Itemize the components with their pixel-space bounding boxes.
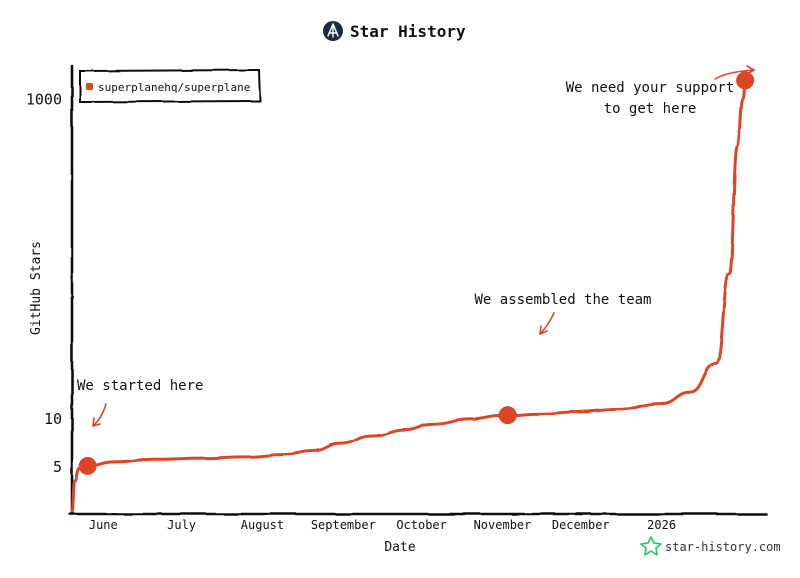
x-tick-labels: June July August September October November De…	[89, 518, 676, 532]
x-tick-label: 2026	[647, 518, 676, 532]
chart-header: Star History	[323, 21, 466, 41]
x-axis-label: Date	[384, 540, 415, 555]
y-tick-labels: 5 10 1000	[26, 91, 62, 476]
annotation-point	[78, 456, 97, 475]
annotation-text: to get here	[604, 101, 697, 117]
annotation-arrowhead	[539, 325, 548, 335]
annotation-arrow	[92, 403, 107, 427]
x-tick-label: October	[396, 518, 447, 532]
legend-swatch	[86, 83, 93, 90]
series-layer	[70, 78, 747, 513]
series-line	[70, 78, 747, 513]
annotation-text: We assembled the team	[474, 292, 651, 308]
annotation: We need your support to get here	[566, 65, 755, 117]
star-icon	[640, 536, 662, 556]
annotation-arrow	[714, 69, 755, 80]
footer-brand[interactable]: star-history.com	[640, 536, 781, 556]
x-tick-label: November	[474, 518, 532, 532]
y-axis-label: GitHub Stars	[29, 241, 44, 335]
y-tick-label: 10	[44, 410, 62, 428]
annotation: We started here	[77, 378, 203, 475]
y-tick-label: 5	[53, 458, 62, 476]
annotation-arrowhead	[746, 65, 755, 75]
annotation-arrowhead	[92, 417, 101, 427]
star-history-logo-icon	[323, 21, 343, 41]
annotations: We started here We assembled the team We n…	[77, 65, 755, 475]
annotation-point	[498, 406, 517, 425]
axes	[68, 64, 768, 516]
x-tick-label: July	[167, 518, 196, 532]
annotation-point	[736, 71, 755, 90]
x-tick-label: September	[311, 518, 376, 532]
legend: superplanehq/superplane	[79, 68, 262, 104]
x-tick-label: June	[89, 518, 118, 532]
x-tick-label: August	[241, 518, 284, 532]
x-tick-label: December	[552, 518, 610, 532]
annotation-text: We need your support	[566, 80, 735, 96]
y-tick-label: 1000	[26, 91, 62, 109]
chart-title: Star History	[350, 22, 466, 41]
annotation-text: We started here	[77, 378, 203, 394]
legend-box	[79, 68, 262, 104]
annotation: We assembled the team	[474, 292, 652, 425]
footer-brand-text[interactable]: star-history.com	[665, 540, 781, 554]
legend-label: superplanehq/superplane	[98, 81, 250, 94]
